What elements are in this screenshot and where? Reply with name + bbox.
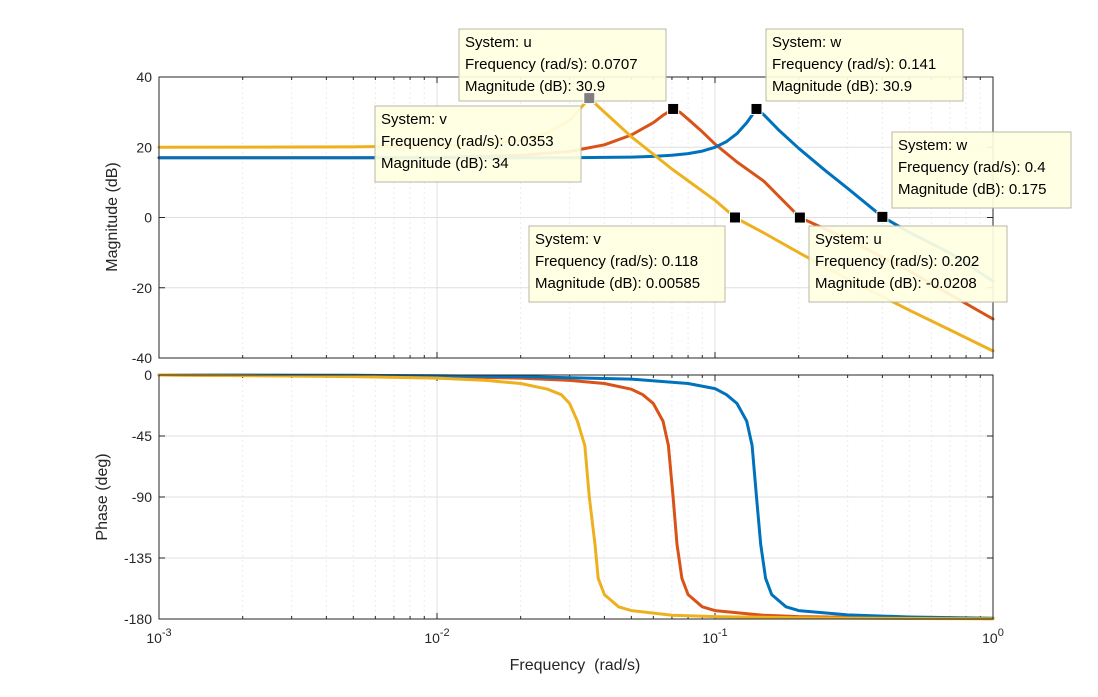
- datatip-u[interactable]: System: u Frequency (rad/s): 0.0707 Magnit…: [458, 28, 667, 105]
- datatip-row: Frequency (rad/s): 0.4: [898, 159, 1046, 176]
- datatip-row: System: v: [535, 231, 601, 248]
- datatip-u[interactable]: System: u Frequency (rad/s): 0.202 Magnitu…: [793, 211, 1008, 303]
- datatip-marker[interactable]: [583, 92, 596, 105]
- datatip-row: Magnitude (dB): 0.00585: [535, 275, 700, 292]
- datatip-box: [528, 225, 726, 303]
- datatip-box: [458, 28, 667, 102]
- datatip-v[interactable]: System: v Frequency (rad/s): 0.118 Magnitu…: [528, 211, 741, 303]
- phase-lines: [157, 373, 995, 621]
- y-tick-label: 40: [136, 69, 152, 85]
- datatip-row: System: u: [465, 34, 532, 51]
- datatip-w[interactable]: System: w Frequency (rad/s): 0.4 Magnitude…: [876, 131, 1072, 223]
- phase-y-ticks: 0 -45 -90 -135 -180: [124, 367, 993, 627]
- x-tick-label: 10-3: [146, 627, 171, 646]
- y-tick-label: 20: [136, 139, 152, 155]
- datatip-box: [374, 105, 582, 183]
- phase-axes-box: [158, 374, 994, 620]
- datatip-row: Magnitude (dB): 30.9: [465, 78, 605, 95]
- datatips[interactable]: System: u Frequency (rad/s): 0.0707 Magnit…: [374, 28, 1072, 303]
- datatip-marker[interactable]: [876, 210, 889, 223]
- series-line-v[interactable]: [157, 373, 995, 621]
- series-line-w[interactable]: [157, 373, 995, 620]
- x-tick-label: 100: [982, 627, 1004, 646]
- y-tick-label: -40: [132, 350, 152, 366]
- y-tick-label: -20: [132, 280, 152, 296]
- y-tick-label: -135: [124, 550, 152, 566]
- datatip-v[interactable]: System: v Frequency (rad/s): 0.0353 Magnit…: [374, 102, 680, 183]
- datatip-row: Frequency (rad/s): 0.118: [535, 253, 698, 270]
- datatip-row: System: u: [815, 231, 882, 248]
- phase-ylabel: Phase (deg): [94, 453, 111, 540]
- datatip-row: Frequency (rad/s): 0.0353: [381, 133, 554, 150]
- datatip-marker[interactable]: [793, 211, 806, 224]
- y-tick-label: 0: [144, 210, 152, 226]
- datatip-row: Magnitude (dB): -0.0208: [815, 275, 977, 292]
- series-line-u[interactable]: [157, 373, 995, 621]
- datatip-box: [891, 131, 1072, 209]
- x-tick-label: 10-1: [702, 627, 727, 646]
- y-tick-label: -90: [132, 489, 152, 505]
- x-tick-label: 10-2: [424, 627, 449, 646]
- datatip-marker[interactable]: [667, 102, 680, 115]
- datatip-row: System: w: [772, 34, 841, 51]
- datatip-row: System: v: [381, 111, 447, 128]
- datatip-row: Magnitude (dB): 0.175: [898, 181, 1046, 198]
- datatip-marker[interactable]: [728, 211, 741, 224]
- magnitude-ylabel: Magnitude (dB): [104, 162, 121, 271]
- datatip-row: Magnitude (dB): 30.9: [772, 78, 912, 95]
- y-tick-label: 0: [144, 367, 152, 383]
- x-tick-labels: 10-3 10-2 10-1 100: [146, 627, 1004, 646]
- datatip-marker[interactable]: [750, 102, 763, 115]
- datatip-row: Magnitude (dB): 34: [381, 155, 509, 172]
- datatip-row: System: w: [898, 137, 967, 154]
- datatip-box: [765, 28, 964, 102]
- datatip-w[interactable]: System: w Frequency (rad/s): 0.141 Magnitu…: [750, 28, 964, 115]
- y-tick-label: -45: [132, 428, 152, 444]
- datatip-row: Frequency (rad/s): 0.0707: [465, 56, 638, 73]
- phase-grid: [159, 375, 993, 619]
- phase-axes[interactable]: 0 -45 -90 -135 -180 Phase (deg): [94, 367, 995, 627]
- datatip-row: Frequency (rad/s): 0.141: [772, 56, 936, 73]
- datatip-box: [808, 225, 1008, 303]
- datatip-row: Frequency (rad/s): 0.202: [815, 253, 979, 270]
- y-tick-label: -180: [124, 611, 152, 627]
- x-axis-label: Frequency (rad/s): [510, 657, 641, 674]
